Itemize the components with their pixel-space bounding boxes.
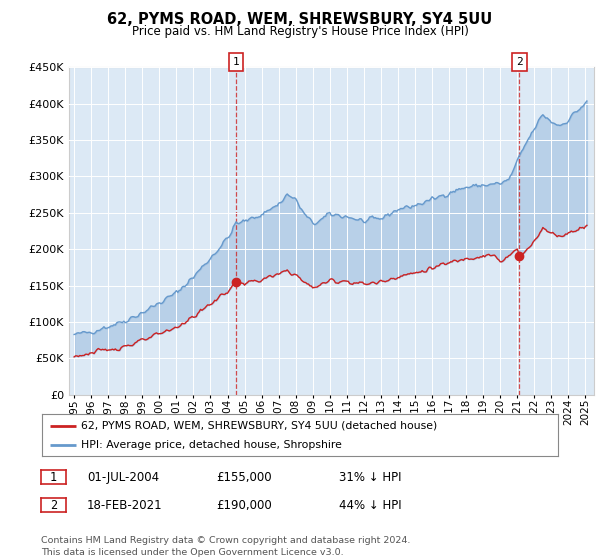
Text: 01-JUL-2004: 01-JUL-2004 xyxy=(87,470,159,484)
Text: 1: 1 xyxy=(233,57,239,67)
Text: 2: 2 xyxy=(516,57,523,67)
Text: 1: 1 xyxy=(50,470,57,484)
Text: 62, PYMS ROAD, WEM, SHREWSBURY, SY4 5UU (detached house): 62, PYMS ROAD, WEM, SHREWSBURY, SY4 5UU … xyxy=(80,421,437,431)
Text: Price paid vs. HM Land Registry's House Price Index (HPI): Price paid vs. HM Land Registry's House … xyxy=(131,25,469,38)
Text: 18-FEB-2021: 18-FEB-2021 xyxy=(87,498,163,512)
Text: 62, PYMS ROAD, WEM, SHREWSBURY, SY4 5UU: 62, PYMS ROAD, WEM, SHREWSBURY, SY4 5UU xyxy=(107,12,493,27)
Text: £155,000: £155,000 xyxy=(216,470,272,484)
Text: 31% ↓ HPI: 31% ↓ HPI xyxy=(339,470,401,484)
Text: £190,000: £190,000 xyxy=(216,498,272,512)
Text: 2: 2 xyxy=(50,498,57,512)
Text: 44% ↓ HPI: 44% ↓ HPI xyxy=(339,498,401,512)
Text: Contains HM Land Registry data © Crown copyright and database right 2024.
This d: Contains HM Land Registry data © Crown c… xyxy=(41,536,410,557)
Text: HPI: Average price, detached house, Shropshire: HPI: Average price, detached house, Shro… xyxy=(80,440,341,450)
